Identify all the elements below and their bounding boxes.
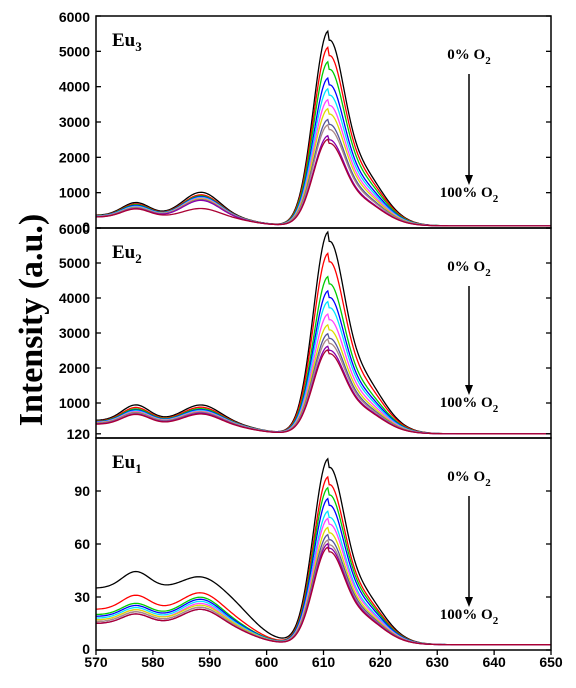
panel-label: Eu2 [112, 242, 142, 266]
y-tick-label: 3000 [59, 325, 90, 341]
x-tick-label: 650 [539, 654, 563, 670]
panel-1: 0 1000 2000 3000 4000 5000 6000 Eu3 0% O2 100% O2 [59, 9, 552, 235]
spectrum-line-1-8 [96, 118, 551, 227]
y-tick-label: 5000 [59, 43, 90, 59]
annotation-bottom: 100% O2 [440, 395, 499, 415]
y-tick-label: 2000 [59, 360, 90, 376]
trend-arrow-head [465, 597, 473, 607]
annotation-bottom: 100% O2 [440, 185, 499, 205]
trend-arrow-head [465, 175, 473, 185]
y-tick-label: 0 [82, 641, 90, 657]
spectrum-line-3-9 [96, 539, 551, 646]
x-tick-label: 640 [482, 654, 506, 670]
panel-label: Eu3 [112, 30, 142, 54]
y-tick-label: 5000 [59, 255, 90, 271]
y-axis-label: Intensity (a.u.) [13, 214, 50, 427]
spectrum-line-3-10 [96, 542, 551, 646]
y-tick-label: 6000 [59, 221, 90, 237]
y-tick-label: 1000 [59, 395, 90, 411]
annotation-bottom: 100% O2 [440, 607, 499, 627]
spectrum-line-2-11 [96, 348, 551, 435]
y-tick-label: 6000 [59, 9, 90, 25]
spectrum-line-2-4 [96, 289, 551, 435]
x-tick-label: 570 [84, 654, 108, 670]
spectrum-line-3-5 [96, 510, 551, 646]
y-tick-label: 30 [74, 589, 90, 605]
spectrum-line-3-6 [96, 517, 551, 646]
y-tick-label: 4000 [59, 290, 90, 306]
x-tick-label: 600 [255, 654, 279, 670]
trend-arrow-head [465, 385, 473, 395]
x-tick-label: 580 [141, 654, 165, 670]
annotation-top: 0% O2 [447, 259, 491, 279]
annotation-top: 0% O2 [447, 469, 491, 489]
y-tick-label: 60 [74, 536, 90, 552]
spectrum-line-3-11 [96, 546, 551, 646]
annotation-top: 0% O2 [447, 47, 491, 67]
x-tick-label: 630 [426, 654, 450, 670]
y-tick-label: 120 [67, 426, 91, 442]
y-tick-label: 2000 [59, 149, 90, 165]
spectrum-line-1-6 [96, 98, 551, 227]
panel-2: 120 1000 2000 3000 4000 5000 6000 Eu2 0% O2 100% … [59, 221, 552, 442]
x-tick-label: 610 [312, 654, 336, 670]
y-tick-label: 0 [82, 219, 90, 235]
spectrum-line-1-5 [96, 87, 551, 227]
x-tick-label: 590 [198, 654, 222, 670]
y-tick-label: 4000 [59, 79, 90, 95]
y-tick-label: 90 [74, 483, 90, 499]
panel-3: 0 30 60 90 Eu1 0% O2 100% O2 [74, 437, 552, 657]
panel-label: Eu1 [112, 452, 142, 476]
y-tick-label: 1000 [59, 185, 90, 201]
x-tick-label: 620 [369, 654, 393, 670]
spectrum-line-1-11 [96, 138, 551, 227]
y-tick-label: 3000 [59, 114, 90, 130]
spectrum-line-1-4 [96, 76, 551, 227]
